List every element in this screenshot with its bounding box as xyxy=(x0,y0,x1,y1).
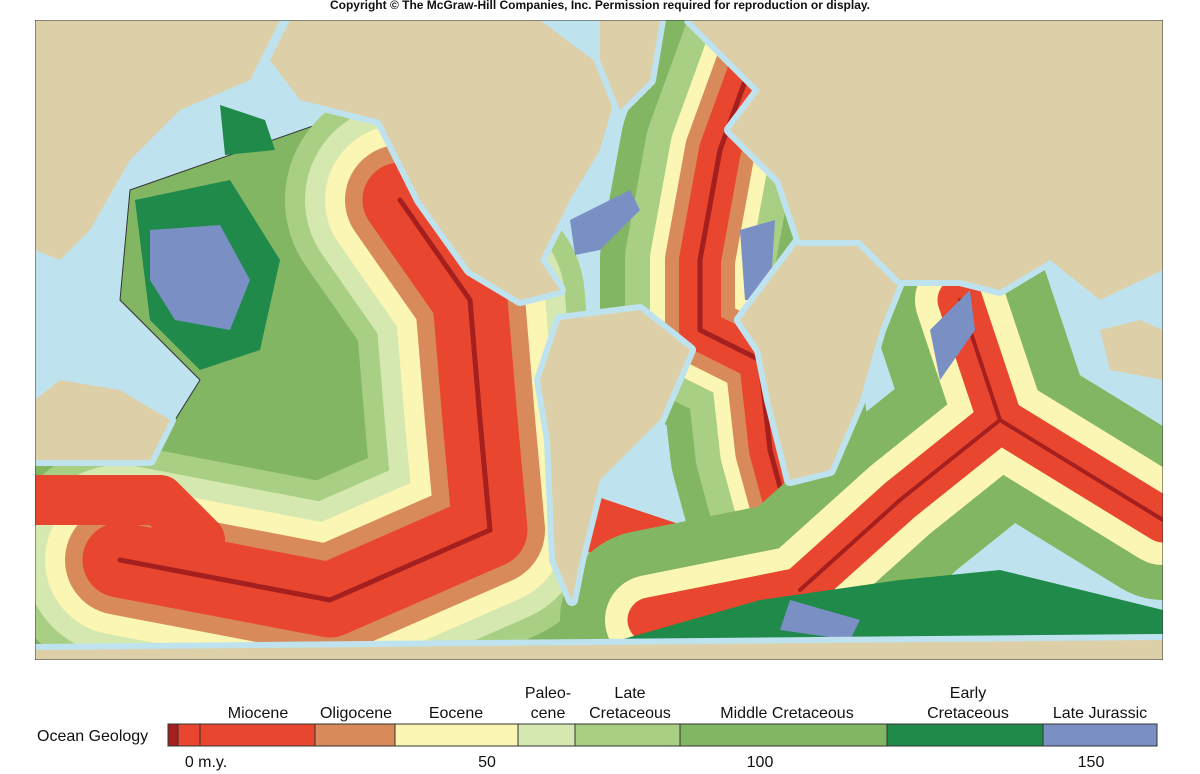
legend: Ocean Geology Miocene Oligocene Eocene P… xyxy=(37,685,1158,771)
epoch-label: Cretaceous xyxy=(927,705,1009,722)
epoch-label: Late xyxy=(614,685,645,702)
swatch xyxy=(679,723,888,747)
swatch xyxy=(886,723,1044,747)
swatch xyxy=(1042,723,1158,747)
epoch-label: Early xyxy=(950,685,986,702)
age-label: 50 xyxy=(478,754,496,771)
indian-jurassic xyxy=(930,290,975,380)
age-label: 150 xyxy=(1078,754,1105,771)
swatch xyxy=(314,723,396,747)
swatch xyxy=(574,723,681,747)
indian-ridges xyxy=(560,210,1163,660)
map xyxy=(35,20,1163,660)
epoch-label: Miocene xyxy=(228,705,289,722)
swatch xyxy=(167,723,179,747)
legend-title: Ocean Geology xyxy=(37,728,148,745)
copyright: Copyright © The McGraw-Hill Companies, I… xyxy=(330,0,870,12)
epoch-label: Late Jurassic xyxy=(1053,705,1147,722)
epoch-label: Middle Cretaceous xyxy=(720,705,853,722)
pacific-jurassic xyxy=(150,225,250,330)
continents xyxy=(35,20,1163,660)
epoch-label: Oligocene xyxy=(320,705,392,722)
swatch xyxy=(199,723,316,747)
kula-floor xyxy=(220,105,275,155)
epoch-label: Cretaceous xyxy=(589,705,671,722)
epoch-label: Paleo- xyxy=(525,685,571,702)
age-label: 0 m.y. xyxy=(185,754,227,771)
age-label: 100 xyxy=(747,754,774,771)
swatch xyxy=(517,723,576,747)
swatch xyxy=(394,723,519,747)
epoch-label: cene xyxy=(531,705,566,722)
legend-bar xyxy=(167,723,1158,747)
swatch xyxy=(177,723,201,747)
epoch-label: Eocene xyxy=(429,705,483,722)
atlantic-jurassic-w xyxy=(570,190,640,255)
southern-jurassic xyxy=(780,600,860,640)
